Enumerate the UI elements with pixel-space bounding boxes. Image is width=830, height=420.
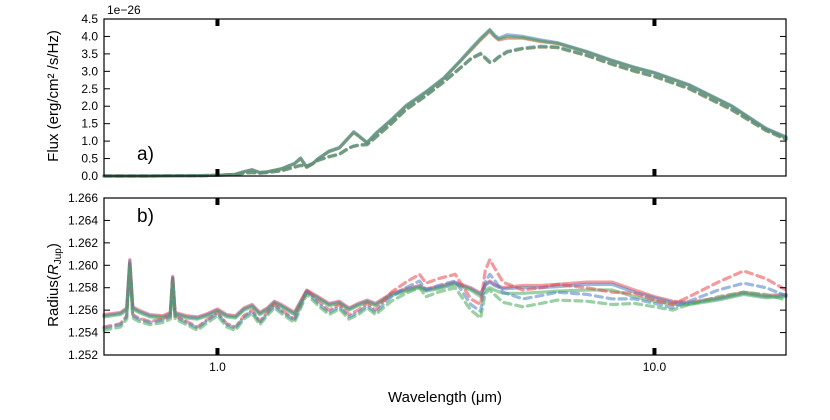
panel-b-frame bbox=[103, 197, 787, 356]
panel-a-series-dashed-4 bbox=[102, 45, 788, 178]
panel-a-ylabel: Flux (erg/cm² /s/Hz) bbox=[45, 30, 62, 162]
panel-a-series-dashed-5 bbox=[102, 44, 788, 178]
panel-a-ytick-label: 0.0 bbox=[81, 169, 98, 183]
panel-b-ytick-label: 1.260 bbox=[68, 258, 98, 272]
panel-b-ylabel: Radius(RJup) bbox=[45, 243, 64, 327]
panel-a-ytick-label: 4.0 bbox=[81, 29, 98, 43]
panel-a-label: a) bbox=[137, 144, 154, 165]
panel-a-ytick-label: 0.5 bbox=[81, 152, 98, 166]
panel-b-ylabel-symbol: R bbox=[45, 264, 62, 275]
panel-a-ytick-label: 1.5 bbox=[81, 117, 98, 131]
panel-a-series-solid-3 bbox=[102, 28, 788, 178]
panel-b-label: b) bbox=[137, 206, 154, 227]
panel-b-ylabel-text: Radius( bbox=[45, 275, 62, 327]
panel-b-ytick-label: 1.254 bbox=[68, 326, 98, 340]
panel-b-xtick-label: 10.0 bbox=[643, 360, 667, 374]
panel-a-flux: 0.0 0.5 1.0 1.5 2.0 2.5 3.0 3.5 4.0 4.5 bbox=[81, 12, 788, 183]
panel-a-series-dashed-6 bbox=[102, 45, 788, 178]
panel-a-ytick-label: 1.0 bbox=[81, 134, 98, 148]
panel-b-radius: 1.252 1.254 1.256 1.258 1.260 1.262 1.264 1.266… bbox=[68, 191, 788, 374]
panel-b-ytick-label: 1.264 bbox=[68, 213, 98, 227]
panel-a-ytick-label: 3.0 bbox=[81, 64, 98, 78]
panel-a-series-solid-1 bbox=[102, 29, 788, 178]
panel-b-ytick-label: 1.252 bbox=[68, 348, 98, 362]
panel-b-series-dashed-4 bbox=[102, 258, 788, 329]
x-axis-label: Wavelength (μm) bbox=[388, 389, 502, 406]
panel-a-ytick-label: 4.5 bbox=[81, 12, 98, 26]
panel-a-ytick-label: 3.5 bbox=[81, 47, 98, 61]
panel-b-ytick-label: 1.258 bbox=[68, 281, 98, 295]
panel-b-ylabel-close: ) bbox=[45, 243, 62, 248]
panel-b-xtick-label: 1.0 bbox=[209, 360, 226, 374]
panel-a-series-solid-2 bbox=[102, 27, 788, 178]
panel-b-ytick-label: 1.266 bbox=[68, 191, 98, 205]
panel-b-ylabel-subscript: Jup bbox=[53, 248, 64, 265]
panel-b-ytick-label: 1.256 bbox=[68, 303, 98, 317]
panel-b-series-dashed-6 bbox=[102, 264, 788, 332]
panel-b-ytick-label: 1.262 bbox=[68, 236, 98, 250]
panel-a-frame bbox=[103, 18, 787, 177]
panel-a-ytick-label: 2.0 bbox=[81, 99, 98, 113]
panel-a-ytick-label: 2.5 bbox=[81, 82, 98, 96]
panel-a-offset-text: 1e−26 bbox=[107, 3, 141, 17]
